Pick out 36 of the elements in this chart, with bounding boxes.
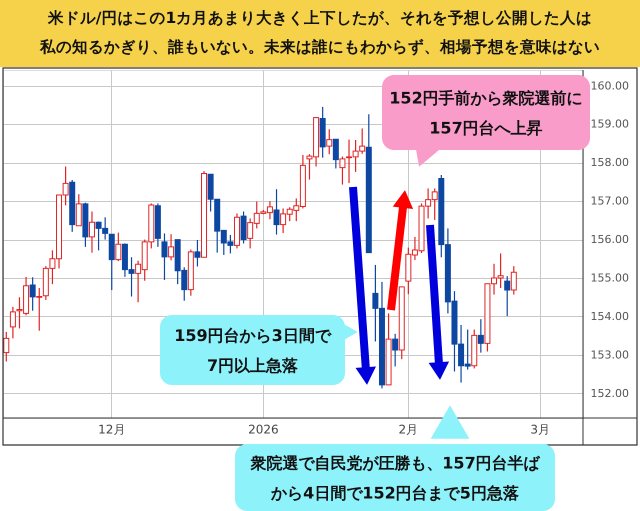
x-tick-label: 3月 <box>530 422 550 436</box>
candlestick <box>168 234 174 261</box>
candlestick <box>332 138 339 170</box>
candlestick <box>478 318 484 354</box>
candlestick <box>510 266 517 296</box>
candlestick <box>194 239 200 268</box>
y-tick-label: 152.00 <box>590 386 629 400</box>
candlestick <box>76 194 82 226</box>
y-tick-label: 155.00 <box>590 272 629 285</box>
candlestick <box>30 276 36 312</box>
x-tick-label: 2026 <box>248 422 279 436</box>
candlestick <box>504 276 510 317</box>
candlestick <box>339 156 346 186</box>
y-tick-label: 157.00 <box>590 194 629 208</box>
candlestick <box>326 128 332 155</box>
y-tick-label: 160.00 <box>590 79 629 92</box>
candlestick <box>10 306 16 339</box>
x-tick-label: 12月 <box>98 422 126 436</box>
candlestick <box>3 331 10 362</box>
candlestick <box>274 188 280 236</box>
y-tick-label: 158.00 <box>590 156 629 170</box>
annotation: 152円手前から衆院選前に157円台へ上昇 <box>389 88 583 138</box>
y-tick-label: 154.00 <box>590 310 629 323</box>
candlestick <box>88 210 95 254</box>
y-tick-label: 156.00 <box>590 233 629 246</box>
candlestick <box>161 232 168 281</box>
candlestick <box>115 232 122 262</box>
annotation: 159円台から3日間で7円以上急落 <box>174 326 332 375</box>
text: 衆院選で自民党が圧勝も、157円台半ばから4日間で152円台まで5円急落 <box>249 454 541 502</box>
candlestick <box>36 287 42 332</box>
y-tick-label: 153.00 <box>590 348 629 362</box>
candlestick <box>392 333 398 368</box>
x-tick-label: 2月 <box>398 422 418 436</box>
y-tick-label: 159.00 <box>590 118 629 131</box>
chart-title: 米ドル/円はこの1カ月あまり大きく上下したが、それを予想し公開した人は私の知るかぎり、誰もいない。未来は誰にもわからず、相場予想を意味はない <box>39 9 600 56</box>
candlestick <box>240 210 247 244</box>
